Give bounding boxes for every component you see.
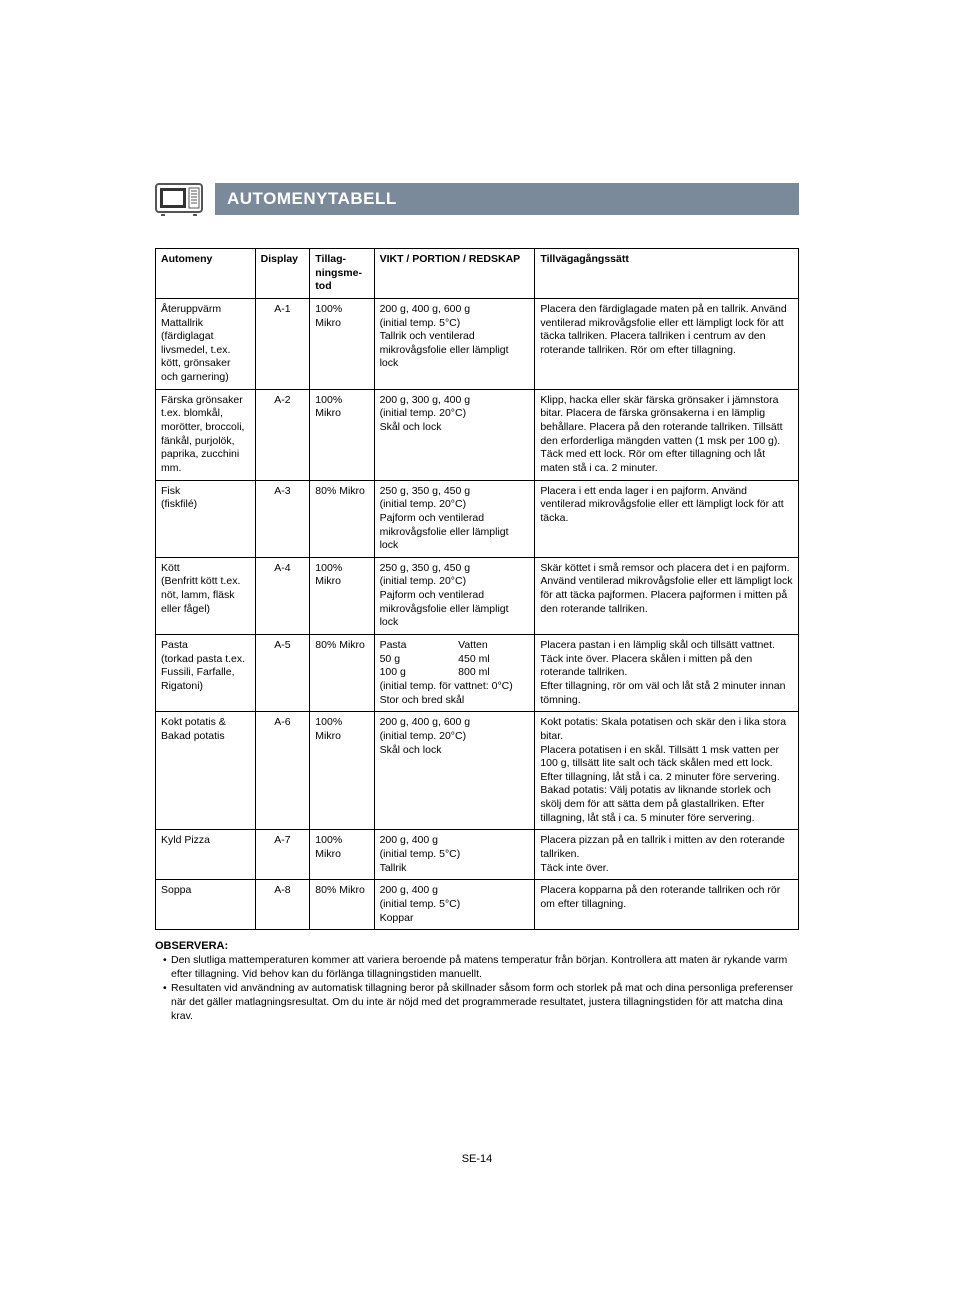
cell-automeny: Fisk(fiskfilé)	[156, 480, 256, 557]
cell-display: A-4	[255, 557, 310, 634]
cell-weight: 200 g, 400 g, 600 g(initial temp. 20°C)S…	[374, 712, 535, 830]
cell-method: 80% Mikro	[310, 635, 374, 712]
observera-item: Resultaten vid användning av automatisk …	[163, 982, 799, 1023]
cell-weight: 250 g, 350 g, 450 g(initial temp. 20°C)P…	[374, 480, 535, 557]
observera-title: OBSERVERA:	[155, 940, 799, 952]
observera-section: OBSERVERA: Den slutliga mattemperaturen …	[155, 940, 799, 1023]
cell-method: 100% Mikro	[310, 830, 374, 880]
cell-display: A-1	[255, 298, 310, 389]
cell-method: 80% Mikro	[310, 480, 374, 557]
col-method: Tillag-ningsme-tod	[310, 249, 374, 299]
col-weight: VIKT / PORTION / REDSKAP	[374, 249, 535, 299]
page-title: AUTOMENYTABELL	[215, 183, 799, 215]
cell-weight: 250 g, 350 g, 450 g(initial temp. 20°C)P…	[374, 557, 535, 634]
cell-automeny: Kött(Benfritt kött t.ex. nöt, lamm, fläs…	[156, 557, 256, 634]
header-row: AUTOMENYTABELL	[155, 180, 799, 218]
observera-item: Den slutliga mattemperaturen kommer att …	[163, 954, 799, 981]
cell-method: 100% Mikro	[310, 298, 374, 389]
cell-automeny: Återuppvärm Mattallrik (färdiglagat livs…	[156, 298, 256, 389]
microwave-icon	[155, 180, 203, 218]
table-row: Färska grönsaker t.ex. blomkål, morötter…	[156, 389, 799, 480]
cell-method: 100% Mikro	[310, 712, 374, 830]
cell-procedure: Placera kopparna på den roterande tallri…	[535, 880, 799, 930]
observera-list: Den slutliga mattemperaturen kommer att …	[155, 954, 799, 1023]
cell-display: A-3	[255, 480, 310, 557]
col-procedure: Tillvägagångssätt	[535, 249, 799, 299]
cell-method: 100% Mikro	[310, 557, 374, 634]
cell-automeny: Pasta(torkad pasta t.ex. Fussili, Farfal…	[156, 635, 256, 712]
cell-weight: 200 g, 300 g, 400 g(initial temp. 20°C)S…	[374, 389, 535, 480]
col-automeny: Automeny	[156, 249, 256, 299]
cell-weight: 200 g, 400 g(initial temp. 5°C)Koppar	[374, 880, 535, 930]
automeny-table: Automeny Display Tillag-ningsme-tod VIKT…	[155, 248, 799, 930]
cell-automeny: Färska grönsaker t.ex. blomkål, morötter…	[156, 389, 256, 480]
cell-weight: 200 g, 400 g, 600 g(initial temp. 5°C)Ta…	[374, 298, 535, 389]
cell-procedure: Placera den färdiglagade maten på en tal…	[535, 298, 799, 389]
cell-display: A-6	[255, 712, 310, 830]
col-display: Display	[255, 249, 310, 299]
cell-weight: 200 g, 400 g(initial temp. 5°C)Tallrik	[374, 830, 535, 880]
table-row: Kokt potatis & Bakad potatisA-6100% Mikr…	[156, 712, 799, 830]
table-row: Återuppvärm Mattallrik (färdiglagat livs…	[156, 298, 799, 389]
table-row: Kyld PizzaA-7100% Mikro200 g, 400 g(init…	[156, 830, 799, 880]
cell-automeny: Soppa	[156, 880, 256, 930]
cell-display: A-5	[255, 635, 310, 712]
cell-method: 100% Mikro	[310, 389, 374, 480]
cell-automeny: Kokt potatis & Bakad potatis	[156, 712, 256, 830]
cell-procedure: Placera pizzan på en tallrik i mitten av…	[535, 830, 799, 880]
page-footer: SE-14	[155, 1153, 799, 1165]
table-row: Fisk(fiskfilé)A-380% Mikro250 g, 350 g, …	[156, 480, 799, 557]
cell-method: 80% Mikro	[310, 880, 374, 930]
cell-display: A-2	[255, 389, 310, 480]
cell-display: A-7	[255, 830, 310, 880]
cell-procedure: Placera i ett enda lager i en pajform. A…	[535, 480, 799, 557]
cell-display: A-8	[255, 880, 310, 930]
cell-procedure: Placera pastan i en lämplig skål och til…	[535, 635, 799, 712]
table-row: SoppaA-880% Mikro200 g, 400 g(initial te…	[156, 880, 799, 930]
table-row: Kött(Benfritt kött t.ex. nöt, lamm, fläs…	[156, 557, 799, 634]
table-header-row: Automeny Display Tillag-ningsme-tod VIKT…	[156, 249, 799, 299]
cell-procedure: Skär köttet i små remsor och placera det…	[535, 557, 799, 634]
table-row: Pasta(torkad pasta t.ex. Fussili, Farfal…	[156, 635, 799, 712]
cell-procedure: Kokt potatis: Skala potatisen och skär d…	[535, 712, 799, 830]
cell-automeny: Kyld Pizza	[156, 830, 256, 880]
cell-procedure: Klipp, hacka eller skär färska grönsaker…	[535, 389, 799, 480]
cell-weight: PastaVatten50 g450 ml100 g800 ml(initial…	[374, 635, 535, 712]
